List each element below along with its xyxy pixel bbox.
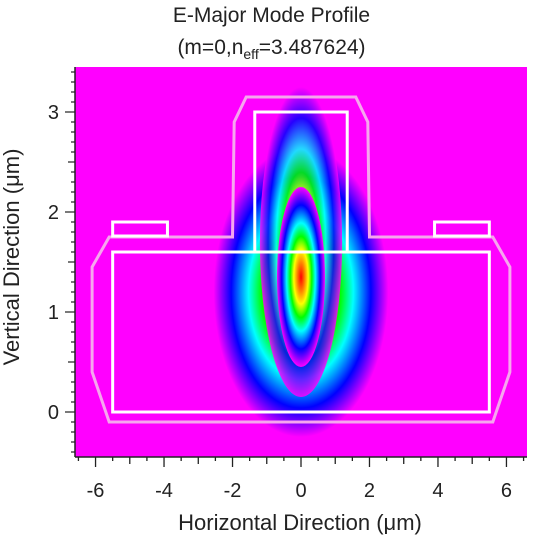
x-tick-label: 2	[364, 480, 375, 502]
y-axis-label: Vertical Direction (μm)	[0, 148, 24, 366]
subtitle-subscript: eff	[243, 46, 259, 62]
x-tick-label: -2	[224, 480, 242, 502]
x-tick-label: 6	[501, 480, 512, 502]
mesh-outline	[90, 95, 512, 424]
x-tick-label: -4	[155, 480, 173, 502]
x-tick-label: 4	[432, 480, 443, 502]
field-core	[277, 187, 325, 367]
chart-subtitle: (m=0,neff=3.487624)	[0, 36, 543, 62]
structure-rib	[253, 110, 349, 254]
y-tick-label: 0	[48, 402, 59, 424]
waveguide-structures	[111, 110, 491, 414]
field-distribution	[213, 87, 389, 437]
subtitle-prefix: (m=0,n	[177, 36, 244, 59]
x-axis-label: Horizontal Direction (μm)	[178, 510, 422, 535]
structure-right-pad	[433, 220, 491, 238]
y-tick-label: 2	[48, 202, 59, 224]
chart-title: E-Major Mode Profile	[172, 4, 371, 27]
y-tick-label: 3	[48, 102, 59, 124]
x-tick-label: -6	[87, 480, 105, 502]
x-tick-label: 0	[295, 480, 306, 502]
y-tick-label: 1	[48, 302, 59, 324]
structure-left-pad	[111, 220, 169, 238]
subtitle-suffix: =3.487624)	[258, 36, 366, 59]
